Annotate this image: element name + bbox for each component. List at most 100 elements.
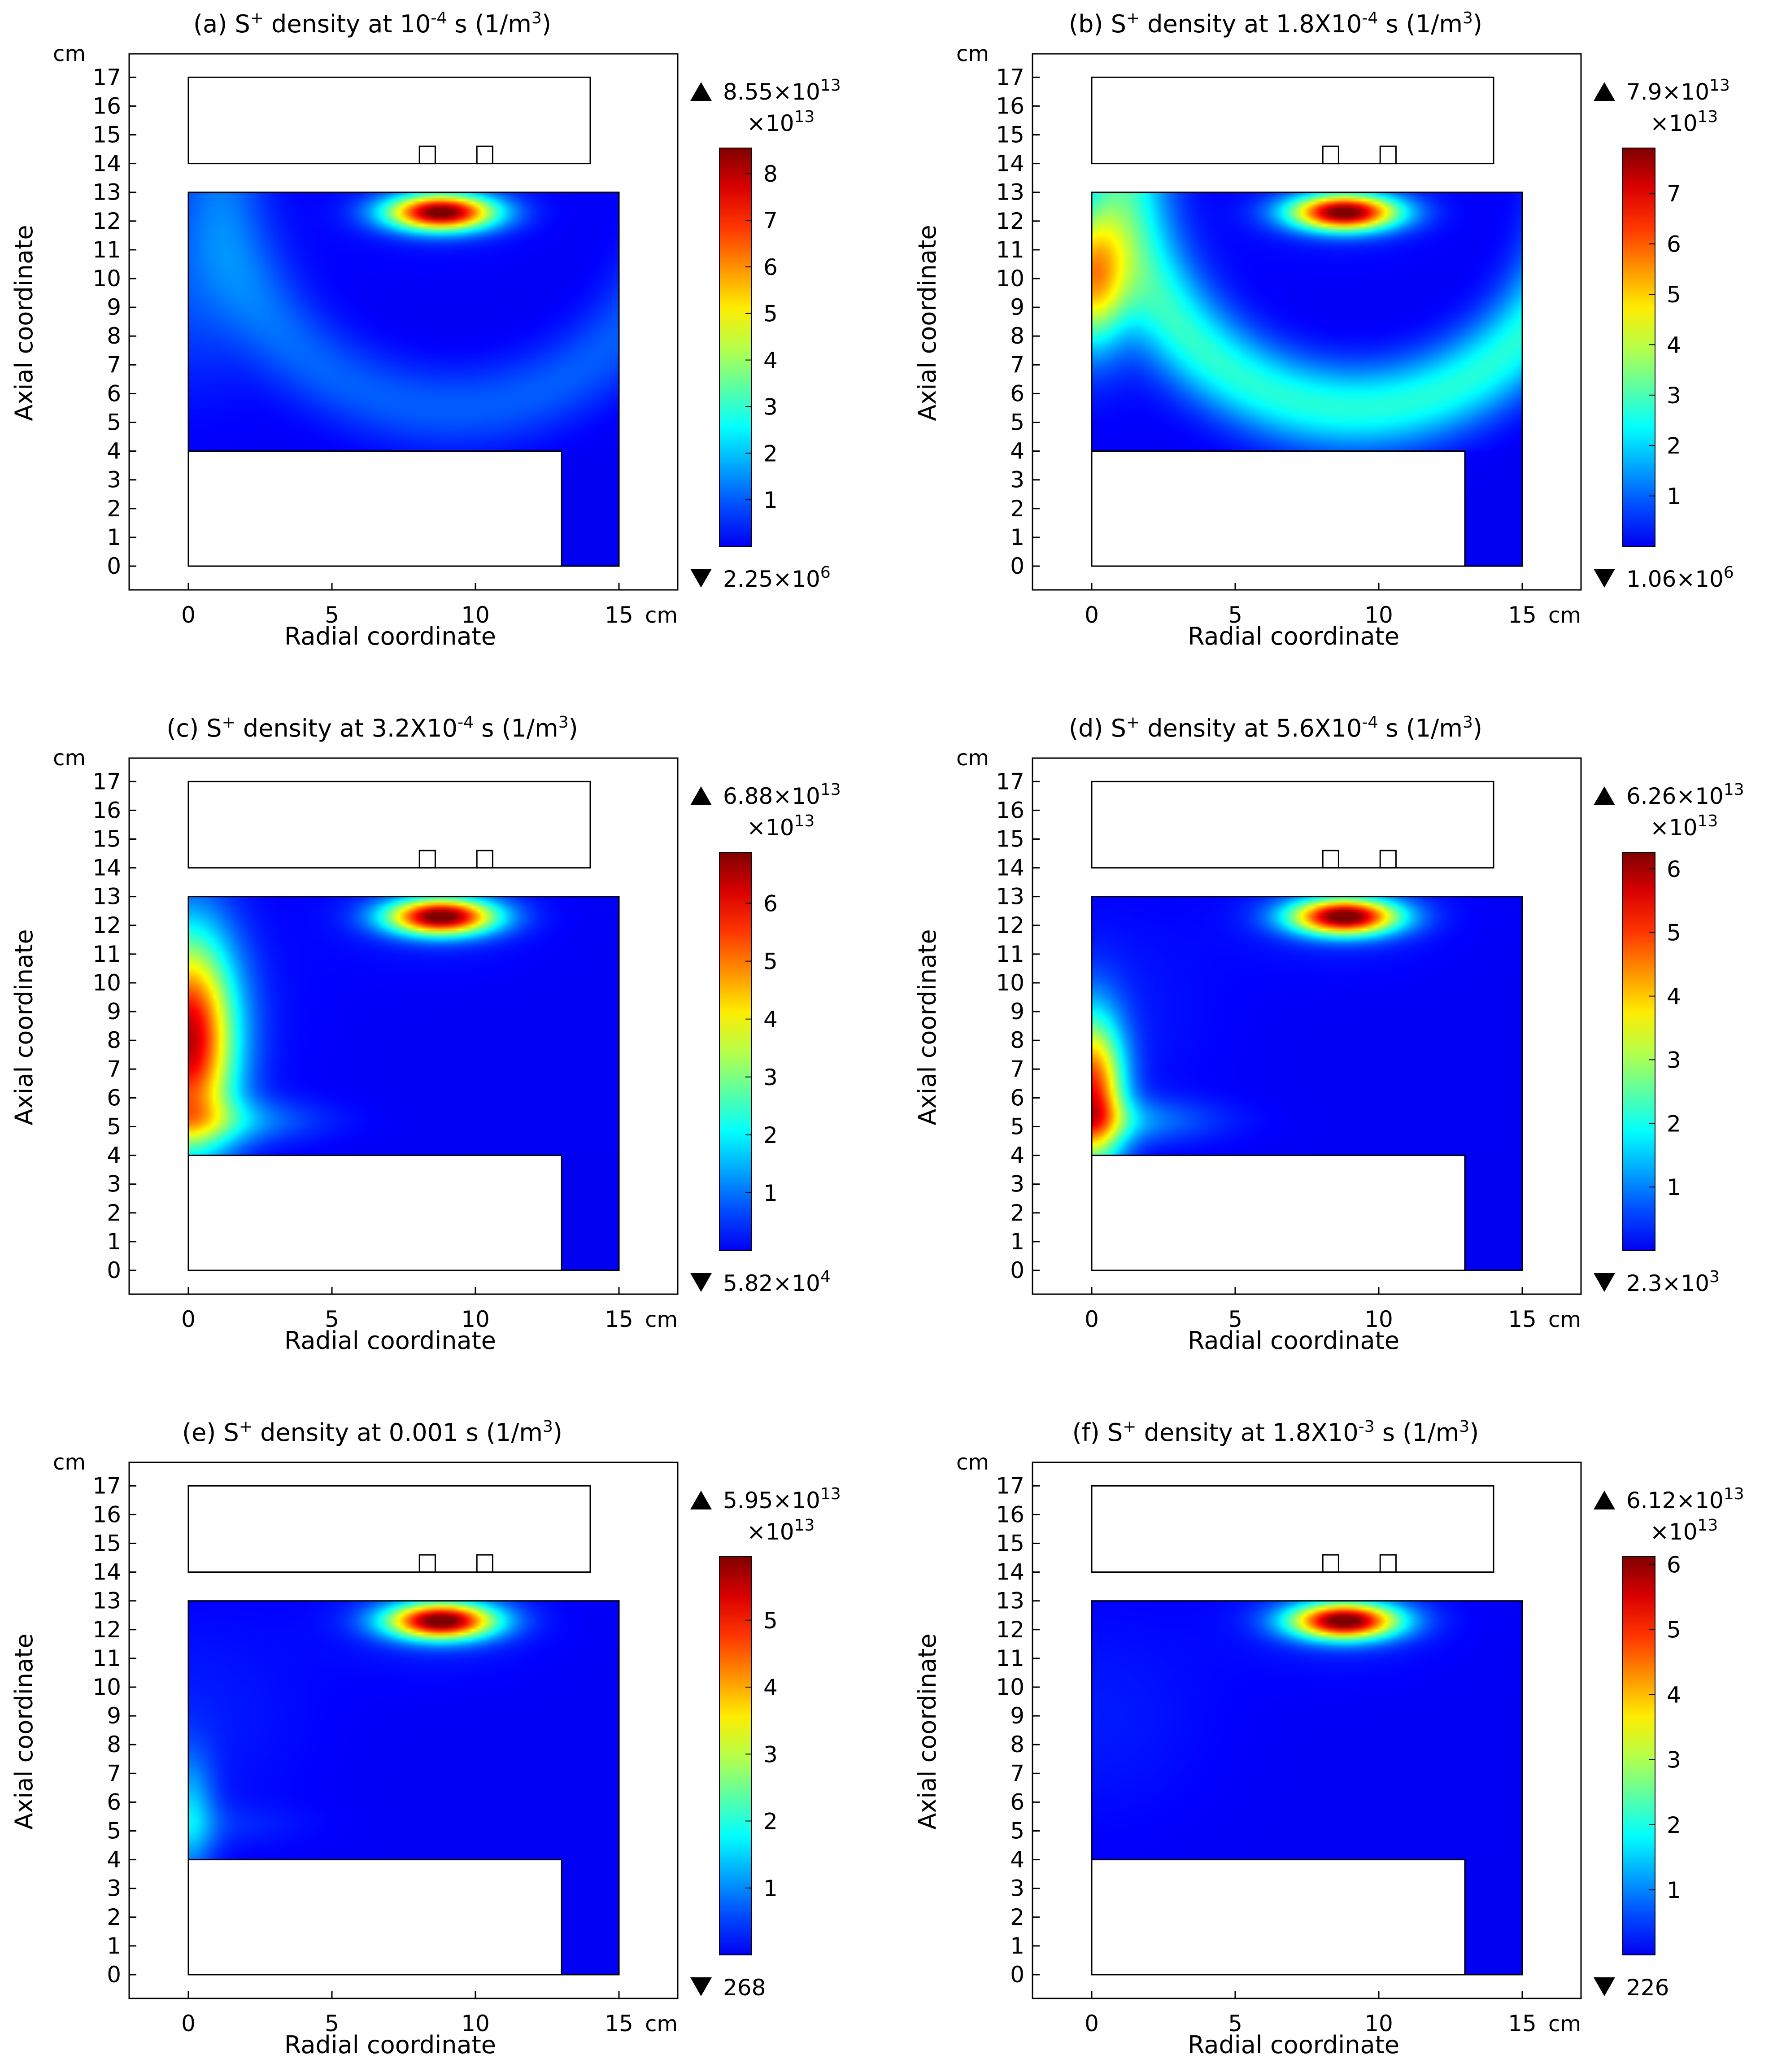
y-tick-label: 17 <box>996 768 1024 794</box>
plot-frame <box>1032 757 1582 1295</box>
y-tick-label: 10 <box>92 266 121 292</box>
title-end: ) <box>569 714 578 742</box>
title-post: s (1/m <box>447 10 531 38</box>
min-triangle-icon <box>1594 569 1615 588</box>
title-sup3: 3 <box>1459 1418 1469 1436</box>
coil-left <box>1322 850 1339 869</box>
coil-right <box>1379 145 1397 165</box>
title-post: s (1/m <box>1375 1418 1459 1447</box>
max-exponent: 13 <box>1724 781 1744 799</box>
scale-base: ×10 <box>747 815 794 841</box>
colorbar-tick-label: 3 <box>1667 1747 1681 1773</box>
x-tick-label: 0 <box>1085 1306 1099 1332</box>
x-axis-title: Radial coordinate <box>1188 2031 1399 2059</box>
min-triangle-icon <box>690 1273 712 1292</box>
max-base: 6.26×10 <box>1626 783 1724 809</box>
upper-window <box>1091 76 1494 165</box>
y-tick-label: 13 <box>92 1588 121 1614</box>
title-sup3: 3 <box>558 713 569 732</box>
title-mid: density at 5.6X10 <box>1140 714 1362 742</box>
y-tick-label: 7 <box>107 352 121 378</box>
colorbar-tick-label: 4 <box>1667 332 1681 358</box>
y-tick-label: 8 <box>107 1732 121 1758</box>
x-axis-title: Radial coordinate <box>284 1326 496 1355</box>
coil-left <box>418 850 436 869</box>
title-prefix: (d) S <box>1069 714 1126 742</box>
y-tick-label: 3 <box>1010 467 1024 493</box>
y-tick-label: 12 <box>92 208 121 234</box>
colorbar-tick-label: 5 <box>763 301 778 327</box>
coil-right <box>476 1554 493 1573</box>
scale-base: ×10 <box>1650 815 1698 841</box>
scale-exponent: 13 <box>1698 108 1718 126</box>
colorbar-tick-label: 7 <box>1667 181 1681 207</box>
min-triangle-icon <box>690 1977 712 1996</box>
coil-right <box>476 850 493 869</box>
colorbar-max-label: 6.88×1013 <box>723 781 841 810</box>
colorbar-tick-label: 5 <box>763 949 778 975</box>
y-tick-label: 14 <box>996 1559 1024 1585</box>
x-tick-label: 10 <box>1364 1306 1393 1332</box>
max-triangle-icon <box>1594 786 1615 805</box>
y-tick-label: 0 <box>107 553 121 579</box>
y-tick-label: 14 <box>92 1559 121 1585</box>
inner-block <box>1091 1155 1466 1271</box>
min-base: 2.25×10 <box>723 566 820 592</box>
x-tick-label: 5 <box>1228 2011 1242 2037</box>
colorbar-min-label: 226 <box>1626 1975 1669 2001</box>
title-prefix: (a) S <box>193 10 250 38</box>
y-axis-title: Axial coordinate <box>10 929 38 1125</box>
y-tick-label: 13 <box>996 1588 1024 1614</box>
max-exponent: 13 <box>820 781 841 799</box>
max-base: 8.55×10 <box>723 79 820 105</box>
colorbar-tick-label: 4 <box>763 1675 778 1701</box>
inner-block <box>1091 450 1466 567</box>
coil-right <box>476 145 493 165</box>
x-tick-label: 0 <box>181 1306 196 1332</box>
plot-frame <box>128 1461 679 1999</box>
y-tick-label: 9 <box>107 294 121 320</box>
max-exponent: 13 <box>820 1485 841 1503</box>
panel-title: (e) S+ density at 0.001 s (1/m3) <box>182 1418 562 1447</box>
title-sup3: 3 <box>543 1418 553 1436</box>
colorbar-tick-label: 2 <box>1667 433 1681 459</box>
x-tick-label: 15 <box>1508 602 1537 628</box>
colorbar <box>1622 852 1655 1251</box>
y-tick-label: 11 <box>996 237 1024 263</box>
y-tick-label: 1 <box>1010 1933 1024 1959</box>
colorbar-min-label: 2.25×106 <box>723 563 831 593</box>
colorbar-scale-label: ×1013 <box>747 108 815 137</box>
title-sup2: -4 <box>1362 713 1378 732</box>
min-triangle-icon <box>1594 1977 1615 1996</box>
x-unit-label: cm <box>645 2011 678 2037</box>
y-tick-label: 6 <box>107 1789 121 1815</box>
colorbar-tick-label: 4 <box>1667 984 1681 1010</box>
y-tick-label: 8 <box>107 323 121 349</box>
title-prefix: (c) S <box>166 714 222 742</box>
min-base: 226 <box>1626 1975 1669 2001</box>
x-tick-label: 10 <box>461 2011 490 2037</box>
y-tick-label: 16 <box>92 1501 121 1527</box>
panel-e: (e) S+ density at 0.001 s (1/m3)cmcm0123… <box>10 1418 841 2059</box>
y-tick-label: 3 <box>107 467 121 493</box>
x-unit-label: cm <box>645 1307 678 1332</box>
y-tick-label: 0 <box>1010 1962 1024 1988</box>
min-base: 1.06×10 <box>1626 566 1724 592</box>
colorbar-max-label: 8.55×1013 <box>723 76 841 105</box>
y-tick-label: 9 <box>1010 294 1024 320</box>
title-sup2: -4 <box>431 9 447 27</box>
y-tick-label: 10 <box>996 1674 1024 1700</box>
title-prefix: (b) S <box>1069 10 1126 38</box>
y-tick-label: 17 <box>996 1473 1024 1499</box>
chamber-outline <box>1091 192 1523 567</box>
y-tick-label: 16 <box>996 93 1024 119</box>
y-tick-label: 5 <box>1010 410 1024 436</box>
colorbar-tick-label: 6 <box>1667 1552 1681 1578</box>
colorbar-tick-label: 7 <box>763 208 778 234</box>
y-tick-label: 13 <box>92 179 121 205</box>
chamber-outline <box>1091 1600 1523 1976</box>
coil-left <box>418 145 436 165</box>
upper-window <box>187 1485 591 1573</box>
x-unit-label: cm <box>645 603 678 628</box>
